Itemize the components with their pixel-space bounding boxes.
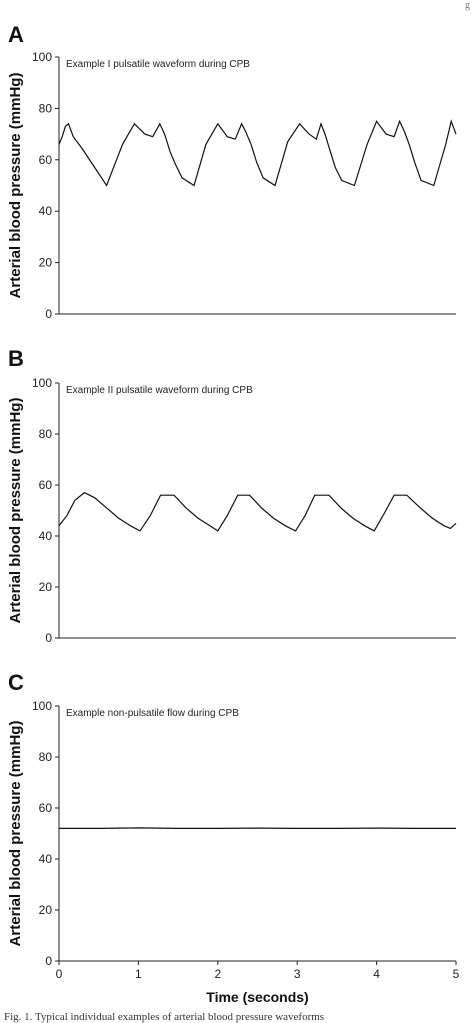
y-tick-label-b-100: 100 — [32, 376, 52, 390]
y-tick-label-c-0: 0 — [45, 954, 52, 968]
y-axis-label-a: Arterial blood pressure (mmHg) — [7, 73, 24, 299]
y-tick-label-a-0: 0 — [45, 307, 52, 321]
y-tick-label-a-80: 80 — [39, 101, 53, 115]
y-axis-label-b: Arterial blood pressure (mmHg) — [7, 398, 24, 624]
panel-title-c: Example non-pulsatile flow during CPB — [66, 708, 239, 719]
y-tick-label-c-20: 20 — [39, 903, 53, 917]
y-tick-label-a-20: 20 — [39, 256, 53, 270]
panel-letter-a: A — [8, 22, 24, 47]
x-tick-label-c-0: 0 — [56, 967, 63, 981]
x-tick-label-c-1: 1 — [135, 967, 142, 981]
y-tick-label-c-60: 60 — [39, 801, 53, 815]
y-tick-label-a-40: 40 — [39, 204, 53, 218]
header-fragment: g — [465, 0, 470, 11]
panel-letter-b: B — [8, 346, 24, 371]
panel-letter-c: C — [8, 670, 24, 695]
y-tick-label-b-80: 80 — [39, 427, 53, 441]
x-tick-label-c-5: 5 — [453, 967, 460, 981]
y-tick-label-c-40: 40 — [39, 852, 53, 866]
figure-caption: Fig. 1. Typical individual examples of a… — [4, 1011, 325, 1023]
y-tick-label-a-100: 100 — [32, 50, 52, 64]
x-axis-label-c: Time (seconds) — [206, 989, 308, 1005]
y-tick-label-b-20: 20 — [39, 580, 53, 594]
y-tick-label-c-100: 100 — [32, 699, 52, 713]
y-tick-label-b-60: 60 — [39, 478, 53, 492]
waveform-trace-c — [59, 827, 456, 830]
y-tick-label-c-80: 80 — [39, 750, 53, 764]
waveform-trace-a — [58, 119, 457, 187]
y-tick-label-b-0: 0 — [45, 631, 52, 645]
x-tick-label-c-4: 4 — [373, 967, 380, 981]
y-tick-label-b-40: 40 — [39, 529, 53, 543]
y-tick-label-a-60: 60 — [39, 153, 53, 167]
panel-title-b: Example II pulsatile waveform during CPB — [66, 385, 253, 396]
panel-title-a: Example I pulsatile waveform during CPB — [66, 59, 250, 70]
y-axis-label-c: Arterial blood pressure (mmHg) — [7, 721, 24, 947]
waveform-trace-b — [58, 491, 457, 532]
x-tick-label-c-2: 2 — [214, 967, 221, 981]
x-tick-label-c-3: 3 — [294, 967, 301, 981]
